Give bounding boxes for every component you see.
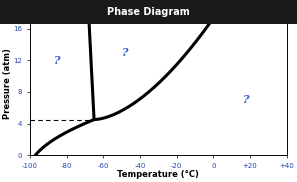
Text: Phase Diagram: Phase Diagram [107,7,190,17]
Y-axis label: Pressure (atm): Pressure (atm) [3,49,12,119]
Text: ?: ? [54,55,61,66]
X-axis label: Temperature (°C): Temperature (°C) [117,170,199,179]
Text: ?: ? [122,47,129,58]
Text: ?: ? [243,94,250,105]
